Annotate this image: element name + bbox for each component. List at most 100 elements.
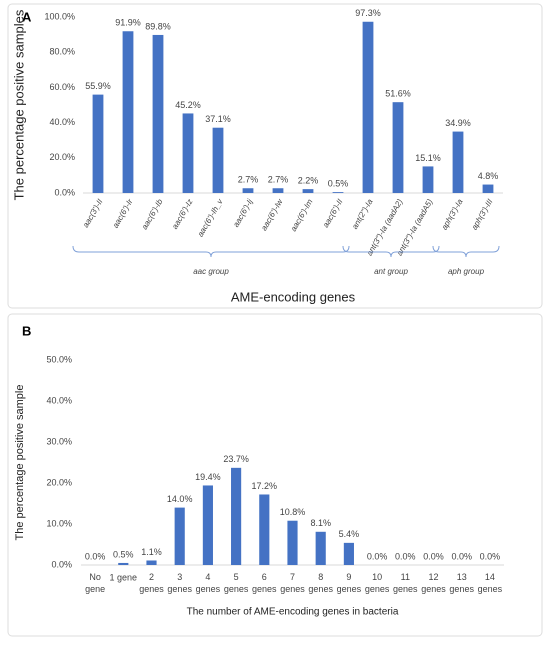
value-label: 14.0% <box>167 494 193 504</box>
x-tick-label-line: genes <box>308 584 333 594</box>
bar <box>202 485 213 565</box>
x-tick-label-line: No <box>89 572 101 582</box>
x-tick-label: aac(6')-Ib <box>140 197 165 231</box>
bar <box>287 520 298 565</box>
value-label: 4.8% <box>478 171 499 181</box>
bar <box>122 31 134 194</box>
x-tick-label: ant(2")-Ia <box>350 197 375 231</box>
x-tick-label: 4 genes <box>196 572 221 594</box>
group-bracket <box>72 245 350 258</box>
value-label: 0.5% <box>328 178 349 188</box>
value-label: 0.5% <box>113 549 134 559</box>
value-label: 2.2% <box>298 176 319 186</box>
x-tick-label-line: 11 <box>401 572 410 582</box>
y-tick-label: 80.0% <box>49 47 75 57</box>
value-label: 5.4% <box>339 529 360 539</box>
value-label: 19.4% <box>195 472 221 482</box>
x-tick-label: aac(6')-Iz <box>170 198 194 231</box>
value-label: 0.0% <box>367 551 388 561</box>
group-bracket <box>342 245 440 258</box>
value-label: 91.9% <box>115 18 141 28</box>
x-tick-label-line: genes <box>139 584 164 594</box>
x-tick-label-line: genes <box>449 584 474 594</box>
value-label: 0.0% <box>423 551 444 561</box>
value-label: 2.7% <box>238 175 259 185</box>
bar <box>231 467 242 565</box>
x-tick-label: 11 genes <box>393 572 418 594</box>
x-tick-label-line: genes <box>421 584 446 594</box>
bar <box>118 562 129 565</box>
x-tick-label: aac(6')-II <box>321 197 345 229</box>
bar <box>343 542 354 565</box>
x-tick-label: 3 genes <box>167 572 192 594</box>
x-tick-label-line: 3 <box>177 572 182 582</box>
y-axis-title: The percentage positive samples <box>11 9 26 200</box>
x-axis-title: AME-encoding genes <box>231 289 356 304</box>
x-tick-label: aac(6')-Ij <box>231 197 254 228</box>
x-tick-label: 13 genes <box>449 572 474 594</box>
y-tick-label: 40.0% <box>49 117 75 127</box>
x-tick-label: aac(3')-II <box>81 197 105 229</box>
value-label: 45.2% <box>175 100 201 110</box>
x-tick-label: 9 genes <box>337 572 362 594</box>
y-tick-label: 0.0% <box>54 187 75 197</box>
y-tick-label: 20.0% <box>49 152 75 162</box>
y-tick-label: 100.0% <box>44 11 75 21</box>
panel-label: B <box>22 323 31 338</box>
bar <box>422 166 434 193</box>
x-tick-label-line: 8 <box>318 572 323 582</box>
bar <box>482 184 494 193</box>
x-tick-label-line: 5 <box>234 572 239 582</box>
bar <box>146 560 157 565</box>
bar <box>242 188 254 193</box>
x-tick-label: aac(6')-Ir <box>111 197 135 229</box>
x-tick-label-line: 7 <box>290 572 295 582</box>
x-tick-label: aph(3')-Ia <box>440 197 465 231</box>
y-tick-label: 60.0% <box>49 82 75 92</box>
x-tick-label-line: 4 <box>205 572 210 582</box>
x-tick-label-line: 14 <box>485 572 495 582</box>
x-tick-label-line: genes <box>478 584 503 594</box>
panel-a-frame <box>7 3 543 309</box>
value-label: 23.7% <box>223 454 249 464</box>
x-tick-label: 8 genes <box>308 572 333 594</box>
value-label: 34.9% <box>445 118 471 128</box>
value-label: 1.1% <box>141 547 162 557</box>
x-tick-label: 2 genes <box>139 572 164 594</box>
x-tick-label: 14 genes <box>478 572 503 594</box>
x-tick-label: aac(6')-Iw <box>259 197 285 233</box>
y-tick-label: 50.0% <box>46 354 72 364</box>
x-tick-label: aac(6')-Ih_v <box>196 197 225 239</box>
value-label: 2.7% <box>268 175 289 185</box>
x-tick-label: 12 genes <box>421 572 446 594</box>
x-tick-label-line: genes <box>393 584 418 594</box>
bar <box>362 21 374 194</box>
value-label: 0.0% <box>395 551 416 561</box>
x-tick-label: 6 genes <box>252 572 277 594</box>
value-label: 0.0% <box>480 551 501 561</box>
x-tick-label: 1 gene <box>110 572 138 582</box>
bar <box>392 102 404 193</box>
value-label: 37.1% <box>205 114 231 124</box>
value-label: 97.3% <box>355 8 381 18</box>
y-tick-label: 10.0% <box>46 518 72 528</box>
value-label: 17.2% <box>252 481 278 491</box>
x-tick-label: 10 genes <box>365 572 390 594</box>
x-tick-label-line: 9 <box>346 572 351 582</box>
x-tick-label-line: 12 <box>428 572 438 582</box>
value-label: 10.8% <box>280 507 306 517</box>
x-tick-label-line: genes <box>224 584 249 594</box>
value-label: 89.8% <box>145 21 171 31</box>
value-label: 0.0% <box>85 551 106 561</box>
y-axis-title: The percentage positive sample <box>14 385 26 541</box>
panel-b-frame <box>7 313 543 637</box>
value-label: 51.6% <box>385 89 411 99</box>
group-label: ant group <box>374 267 408 276</box>
x-tick-label: aph(3')-III <box>470 197 495 232</box>
x-tick-label-line: 10 <box>372 572 382 582</box>
x-tick-label: 7 genes <box>280 572 305 594</box>
x-tick-label-line: 6 <box>262 572 267 582</box>
x-tick-label-line: genes <box>365 584 390 594</box>
x-tick-label-line: gene <box>85 584 105 594</box>
